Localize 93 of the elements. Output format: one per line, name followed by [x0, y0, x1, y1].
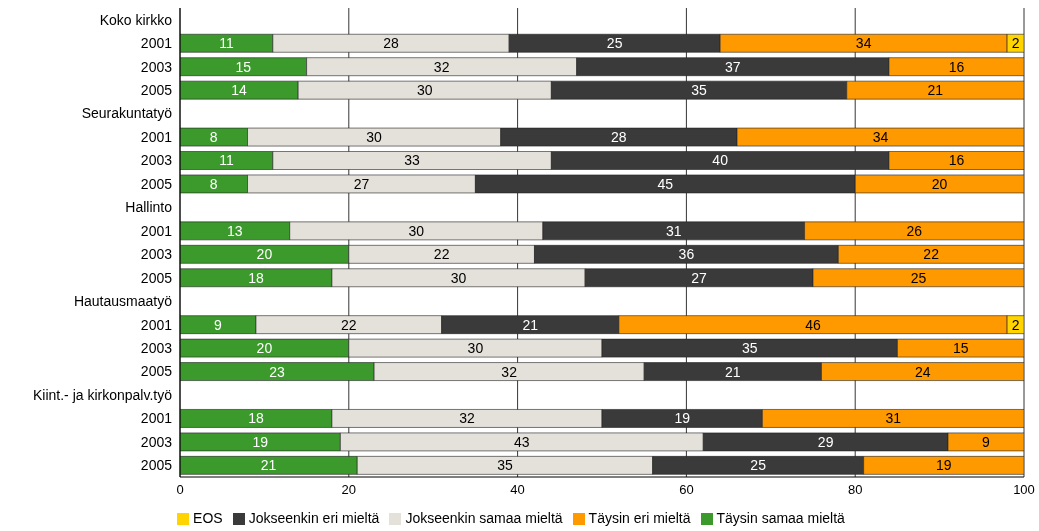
data-label: 28 — [611, 129, 627, 146]
data-label: 34 — [855, 35, 872, 52]
data-label: 25 — [910, 269, 927, 286]
y-tick-label: 2003 — [140, 58, 173, 75]
data-label: 21 — [927, 82, 944, 99]
data-label: 16 — [948, 58, 965, 75]
y-tick-label: 2005 — [140, 269, 173, 286]
data-label: 19 — [674, 410, 691, 427]
data-label: 21 — [522, 316, 539, 333]
x-tick-label: 0 — [176, 482, 184, 498]
data-label: 35 — [497, 457, 513, 474]
x-tick-label: 100 — [1013, 482, 1035, 498]
data-label: 13 — [227, 222, 243, 239]
y-tick-label: 2003 — [140, 433, 173, 450]
data-label: 11 — [219, 35, 234, 52]
data-label: 32 — [433, 58, 450, 75]
legend-label: Jokseenkin samaa mieltä — [405, 510, 563, 526]
data-label: 30 — [408, 222, 425, 239]
y-tick-label: Seurakuntatyö — [81, 105, 173, 122]
data-label: 34 — [872, 129, 889, 146]
y-tick-label: 2001 — [140, 35, 173, 52]
data-label: 35 — [741, 340, 758, 357]
data-label: 36 — [678, 246, 695, 263]
data-label: 29 — [817, 433, 834, 450]
data-label: 33 — [404, 152, 421, 169]
data-label: 43 — [514, 433, 530, 450]
y-tick-label: 2005 — [140, 175, 173, 192]
data-label: 19 — [936, 457, 952, 474]
data-label: 40 — [712, 152, 729, 169]
y-tick-label: 2001 — [140, 410, 173, 427]
data-label: 20 — [931, 175, 948, 192]
data-label: 30 — [450, 269, 467, 286]
data-label: 21 — [725, 363, 741, 380]
y-tick-label: Hallinto — [125, 199, 173, 216]
legend-label: Täysin samaa mieltä — [716, 510, 845, 526]
data-label: 35 — [691, 82, 708, 99]
data-label: 2 — [1011, 35, 1020, 52]
data-label: 31 — [885, 410, 902, 427]
x-tick-label: 40 — [510, 482, 525, 498]
y-tick-label: 2003 — [140, 339, 173, 356]
data-label: 30 — [366, 129, 383, 146]
data-label: 14 — [231, 82, 248, 99]
data-label: 32 — [501, 363, 518, 380]
y-tick-label: 2005 — [140, 457, 173, 474]
data-label: 24 — [914, 363, 931, 380]
data-label: 32 — [459, 410, 475, 427]
data-label: 16 — [948, 152, 965, 169]
data-label: 18 — [248, 410, 264, 427]
x-tick-label: 60 — [679, 482, 694, 498]
x-tick-label: 20 — [341, 482, 357, 498]
y-tick-label: 2005 — [140, 82, 173, 99]
data-label: 20 — [256, 246, 273, 263]
data-label: 8 — [209, 129, 218, 146]
data-label: 20 — [256, 340, 273, 357]
y-tick-label: 2001 — [140, 128, 173, 145]
data-label: 25 — [750, 457, 767, 474]
data-label: 15 — [235, 58, 252, 75]
y-tick-label: Hautausmaatyö — [73, 293, 173, 310]
data-label: 22 — [341, 316, 357, 333]
data-label: 23 — [269, 363, 286, 380]
data-label: 19 — [252, 433, 269, 450]
data-label: 26 — [906, 222, 923, 239]
data-label: 30 — [416, 82, 433, 99]
y-tick-label: 2001 — [140, 222, 173, 239]
data-label: 27 — [691, 269, 708, 286]
data-label: 45 — [657, 175, 674, 192]
data-label: 9 — [214, 316, 223, 333]
data-label: 46 — [805, 316, 821, 333]
data-label: 22 — [923, 246, 940, 263]
data-label: 21 — [260, 457, 277, 474]
data-label: 27 — [353, 175, 370, 192]
data-label: 30 — [467, 340, 484, 357]
data-label: 25 — [606, 35, 623, 52]
data-label: 8 — [209, 175, 218, 192]
data-label: 31 — [665, 222, 682, 239]
legend-label: Täysin eri mieltä — [588, 510, 691, 526]
data-label: 15 — [952, 340, 969, 357]
y-tick-label: Koko kirkko — [99, 11, 173, 28]
x-tick-label: 80 — [847, 482, 863, 498]
data-label: 2 — [1011, 316, 1020, 333]
legend-label: Jokseenkin eri mieltä — [248, 510, 380, 526]
data-label: 28 — [383, 35, 399, 52]
y-tick-label: Kiint.- ja kirkonpalv.työ — [32, 386, 173, 403]
y-tick-label: 2005 — [140, 363, 173, 380]
y-tick-label: 2003 — [140, 246, 173, 263]
data-label: 22 — [433, 246, 450, 263]
data-label: 18 — [248, 269, 264, 286]
data-label: 11 — [219, 152, 234, 169]
y-tick-label: 2001 — [140, 316, 173, 333]
y-tick-label: 2003 — [140, 152, 173, 169]
legend-label: EOS — [193, 510, 223, 526]
data-label: 37 — [725, 58, 741, 75]
data-label: 9 — [982, 433, 991, 450]
